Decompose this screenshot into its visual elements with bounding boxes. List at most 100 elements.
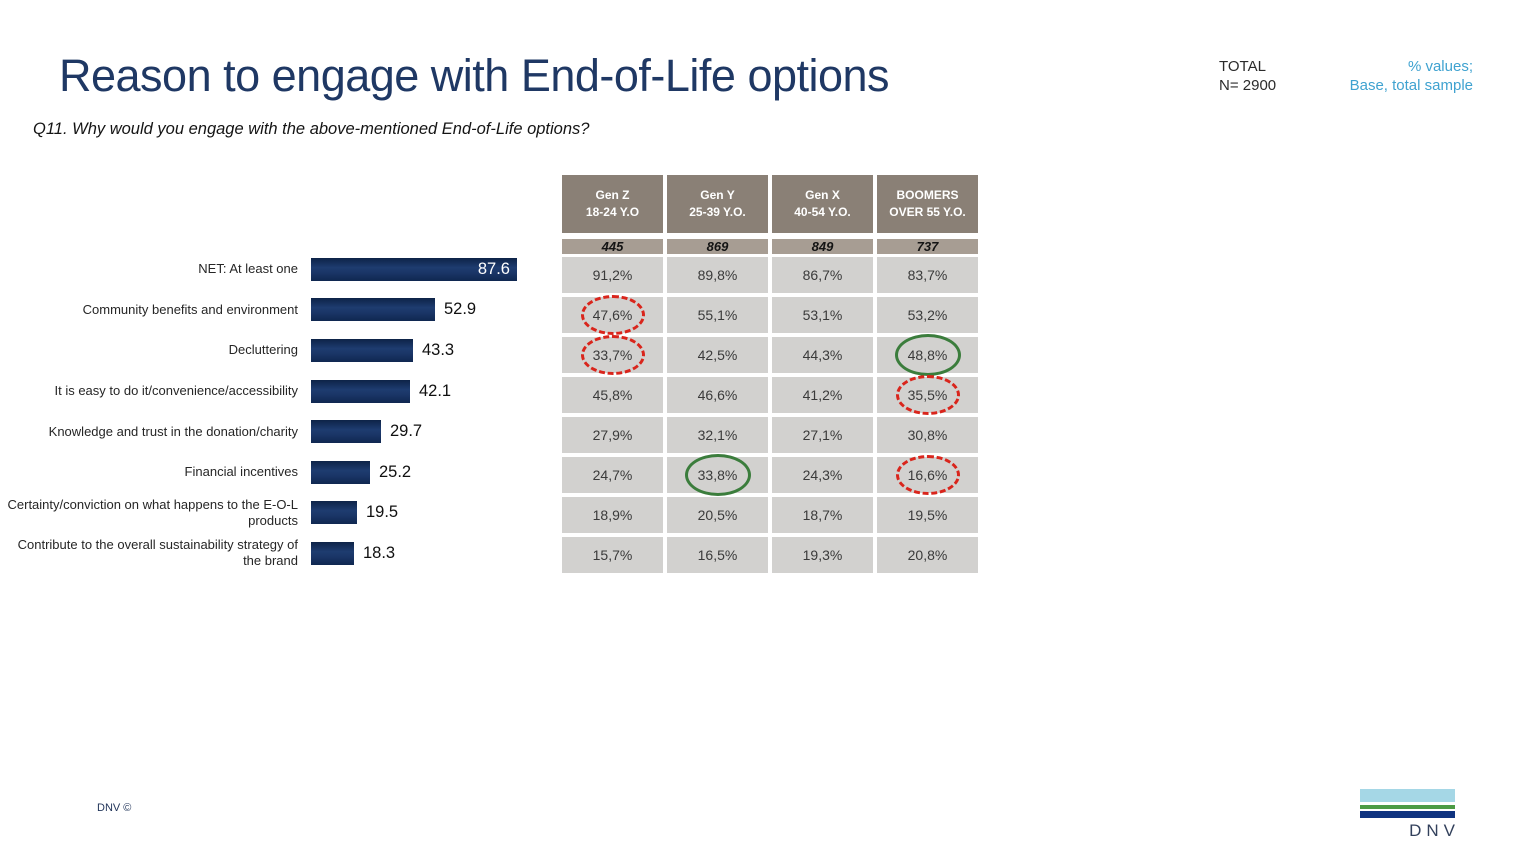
column-gen-label: Gen X [805, 187, 840, 202]
bar-chart: NET: At least one 87.6 Community benefit… [0, 249, 560, 574]
table-cell: 24,3% [772, 457, 873, 493]
base-size: 737 [877, 239, 978, 254]
bar-label: Knowledge and trust in the donation/char… [48, 423, 298, 439]
total-block: TOTAL N= 2900 [1219, 57, 1276, 95]
table-cell: 41,2% [772, 377, 873, 413]
bar-value: 25.2 [379, 462, 412, 481]
bar-certainty [311, 501, 357, 525]
column-age-label: 18-24 Y.O [585, 205, 640, 219]
column-header-boomers: BOOMERS OVER 55 Y.O. [877, 175, 978, 233]
bar-value: 43.3 [422, 340, 455, 359]
chart-row-easy: It is easy to do it/convenience/accessib… [0, 371, 560, 412]
highlight-ellipse-red [895, 375, 960, 415]
dnv-logo-text: DNV [1409, 821, 1460, 840]
values-note-line1: % values; [1407, 58, 1473, 75]
table-cell: 20,8% [877, 537, 978, 573]
table-header-row: Gen Z 18-24 Y.O Gen Y 25-39 Y.O. Gen X 4… [562, 175, 978, 233]
bar-label: It is easy to do it/convenience/accessib… [54, 382, 298, 398]
page-title: Reason to engage with End-of-Life option… [59, 50, 890, 101]
table-cell: 33,7% [562, 335, 663, 375]
bar-decluttering [311, 338, 413, 362]
bar-track: 18.3 [311, 541, 396, 565]
table-cell: 45,8% [562, 377, 663, 413]
bar-value: 87.6 [477, 259, 510, 278]
column-age-label: 40-54 Y.O. [794, 205, 851, 219]
table-body: 91,2% 89,8% 86,7% 83,7% 47,6% 55,1% 53,1… [562, 257, 978, 573]
bar-label: Community benefits and environment [82, 301, 298, 317]
column-header-genz: Gen Z 18-24 Y.O [562, 175, 663, 233]
values-note-line2: Base, total sample [1349, 77, 1473, 94]
base-size: 849 [772, 239, 873, 254]
column-age-label: OVER 55 Y.O. [889, 205, 966, 219]
table-cell: 33,8% [667, 454, 768, 496]
total-label: TOTAL [1219, 58, 1266, 75]
chart-row-knowledge: Knowledge and trust in the donation/char… [0, 411, 560, 452]
footer-copyright: DNV © [97, 802, 132, 814]
chart-row-community: Community benefits and environment 52.9 [0, 290, 560, 331]
bar-community [311, 298, 435, 322]
table-cell: 89,8% [667, 257, 768, 293]
table-cell: 27,1% [772, 417, 873, 453]
table-cell: 91,2% [562, 257, 663, 293]
bar-value: 19.5 [366, 503, 399, 522]
bar-track: 43.3 [311, 338, 455, 362]
chart-row-certainty: Certainty/conviction on what happens to … [0, 493, 560, 534]
bar-label: Financial incentives [184, 464, 298, 480]
bar-label: Certainty/conviction on what happens to … [7, 496, 299, 528]
bar-value: 29.7 [390, 422, 423, 441]
bar-financial [311, 460, 370, 484]
values-note: % values; Base, total sample [1350, 57, 1473, 95]
table-cell: 24,7% [562, 457, 663, 493]
bar-label: Contribute to the overall sustainability… [17, 537, 298, 569]
table-cell: 18,7% [772, 497, 873, 533]
logo-stripe-darkblue [1360, 811, 1455, 818]
bar-track: 87.6 [311, 257, 517, 281]
bar-easy [311, 379, 410, 403]
bar-value: 52.9 [444, 300, 477, 319]
column-header-geny: Gen Y 25-39 Y.O. [667, 175, 768, 233]
bar-track: 29.7 [311, 420, 423, 444]
bar-track: 52.9 [311, 298, 477, 322]
base-size: 869 [667, 239, 768, 254]
logo-stripe-green [1360, 805, 1455, 809]
table-cell: 86,7% [772, 257, 873, 293]
highlight-ellipse-green [894, 334, 961, 376]
highlight-ellipse-red [580, 295, 645, 335]
table-cell: 15,7% [562, 537, 663, 573]
question-subtitle: Q11. Why would you engage with the above… [33, 120, 590, 138]
base-size: 445 [562, 239, 663, 254]
table-cell: 55,1% [667, 297, 768, 333]
logo-stripe-lightblue [1360, 789, 1455, 802]
table-cell: 46,6% [667, 377, 768, 413]
table-cell: 47,6% [562, 295, 663, 335]
table-cell: 48,8% [877, 334, 978, 376]
total-n: N= 2900 [1219, 77, 1277, 94]
bar-label: Decluttering [228, 342, 298, 358]
table-cell: 53,2% [877, 297, 978, 333]
table-cell: 42,5% [667, 337, 768, 373]
bar-track: 42.1 [311, 379, 452, 403]
chart-row-financial: Financial incentives 25.2 [0, 452, 560, 493]
bar-track: 19.5 [311, 501, 399, 525]
bar-knowledge [311, 420, 381, 444]
table-cell: 32,1% [667, 417, 768, 453]
bar-track: 25.2 [311, 460, 412, 484]
column-gen-label: Gen Y [700, 187, 735, 202]
column-header-genx: Gen X 40-54 Y.O. [772, 175, 873, 233]
chart-row-net: NET: At least one 87.6 [0, 249, 560, 290]
bar-contribute [311, 541, 354, 565]
highlight-ellipse-red [895, 455, 960, 495]
generation-table: Gen Z 18-24 Y.O Gen Y 25-39 Y.O. Gen X 4… [562, 175, 978, 573]
bar-value: 18.3 [363, 543, 396, 562]
chart-row-decluttering: Decluttering 43.3 [0, 330, 560, 371]
column-gen-label: Gen Z [595, 187, 630, 202]
bar-value: 42.1 [419, 381, 452, 400]
table-cell: 53,1% [772, 297, 873, 333]
table-cell: 16,5% [667, 537, 768, 573]
highlight-ellipse-red [580, 335, 645, 375]
table-cell: 83,7% [877, 257, 978, 293]
table-cell: 44,3% [772, 337, 873, 373]
table-cell: 18,9% [562, 497, 663, 533]
table-cell: 27,9% [562, 417, 663, 453]
